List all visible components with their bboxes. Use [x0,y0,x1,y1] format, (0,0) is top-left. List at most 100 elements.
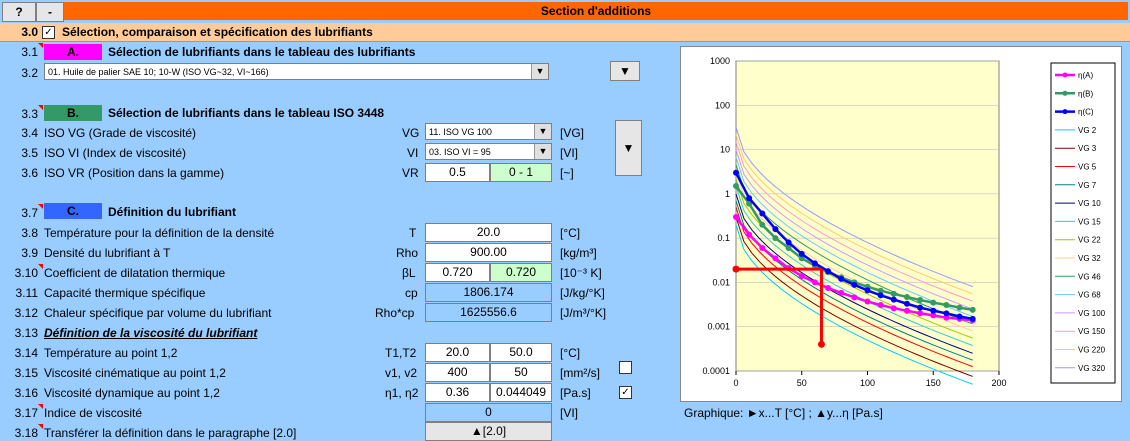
collapse-button[interactable]: - [36,2,64,22]
data-point [759,210,766,217]
dynamic-visc-1-input[interactable]: 0.36 [425,383,490,402]
iso-vg-unit: [VG] [560,126,585,140]
kinematic-visc-1-input[interactable]: 400 [425,363,490,382]
kinematic-visc-checkbox[interactable] [619,361,632,374]
data-point [877,287,884,294]
dynamic-visc-label: Viscosité dynamique au point 1,2 [44,386,220,400]
iso-vi-unit: [VI] [560,146,579,160]
data-point [811,260,818,267]
data-point [798,255,805,262]
dynamic-visc-checkbox[interactable]: ✓ [619,386,632,399]
y-tick-label: 0.1 [717,233,730,243]
legend-label: η(C) [1078,108,1094,117]
x-tick-label: 100 [860,378,875,388]
dynamic-visc-2-input[interactable]: 0.044049 [490,383,552,402]
iso-vg-select[interactable]: 11. ISO VG 100 ▼ [425,123,552,140]
dynamic-visc-unit: [Pa.s] [560,386,591,400]
data-point [930,307,937,314]
iso-vi-select[interactable]: 03. ISO VI = 95 ▼ [425,143,552,160]
series-line [735,134,973,295]
data-point [838,275,845,282]
lubricant-select-value: 01. Huile de palier SAE 10; 10-W (ISO VG… [48,67,269,77]
kinematic-visc-2-input[interactable]: 50 [490,363,552,382]
legend-label: VG 32 [1078,254,1101,263]
density-symbol: Rho [396,246,419,260]
data-point [943,314,950,321]
heat-capacity-value: 1806.174 [425,283,552,302]
top-bar: ? - Section d'additions [0,0,1130,22]
section-title-row: 3.0 ✓ Sélection, comparaison et spécific… [0,23,1130,42]
iso-vg-select-value: 11. ISO VG 100 [429,127,492,137]
legend-label: VG 3 [1078,144,1097,153]
iso-vg-symbol: VG [402,126,420,140]
data-point [785,244,792,251]
transfer-button[interactable]: ▲[2.0] [425,422,552,441]
legend-label: VG 22 [1078,236,1101,245]
data-point [943,310,950,317]
row-number: 3.17 [0,404,43,420]
iso-expand-button[interactable]: ▼ [615,120,642,176]
point-temp-unit: [°C] [560,346,581,360]
row-number: 3.13 [14,326,38,340]
data-point [943,301,950,308]
section-c-title: Définition du lubrifiant [108,205,236,219]
row-number: 3.5 [21,146,38,160]
iso-vr-symbol: VR [402,166,419,180]
legend-label: VG 320 [1078,364,1106,373]
volumetric-heat-symbol: Rho*cp [375,306,415,320]
data-point [759,221,766,228]
legend-label: VG 2 [1078,126,1097,135]
viscosity-index-label: Indice de viscosité [44,406,143,420]
row-number: 3.18 [0,424,43,440]
iso-vi-label: ISO VI (Index de viscosité) [44,146,187,160]
legend-marker [1062,72,1068,78]
data-point [851,281,858,288]
section-a-tag: A. [44,44,102,60]
chevron-down-icon: ▼ [534,124,551,139]
chart-panel: 1000 100 10 1 0.1 0.01 0.001 0.0001 0 50 100 150 200… [680,46,1122,402]
data-point [930,312,937,319]
point-temp-1-input[interactable]: 20.0 [425,343,490,362]
y-tick-label: 10 [720,145,730,155]
row-number: 3.11 [15,286,38,300]
row-number: 3.15 [14,366,38,380]
density-label: Densité du lubrifiant à T [44,246,171,260]
point-temp-2-input[interactable]: 50.0 [490,343,552,362]
row-number: 3.8 [21,226,38,240]
density-temp-unit: [°C] [560,226,581,240]
lubricant-expand-button[interactable]: ▼ [610,61,640,81]
section-b-title: Sélection de lubrifiants dans le tableau… [108,106,385,120]
transfer-label: Transférer la définition dans le paragra… [44,426,297,440]
help-button[interactable]: ? [2,2,36,22]
section-checkbox[interactable]: ✓ [42,26,55,39]
y-tick-label: 1 [725,189,730,199]
data-point [733,169,739,176]
kinematic-visc-label: Viscosité cinématique au point 1,2 [44,366,226,380]
marker-point [817,340,825,348]
density-input[interactable]: 900.00 [425,243,552,262]
y-tick-label: 100 [715,100,730,110]
series-line [735,224,973,385]
data-point [733,183,739,190]
row-number: 3.16 [14,386,38,400]
iso-vr-label: ISO VR (Position dans la gamme) [44,166,225,180]
data-point [772,226,779,233]
data-point [733,214,739,221]
row-number: 3.9 [21,246,38,260]
data-point [903,293,910,300]
data-point [825,284,832,291]
row-number: 3.4 [21,126,38,140]
data-point [811,279,818,286]
legend-marker [1062,90,1068,96]
triangle-down-icon: ▼ [619,64,631,78]
data-point [956,304,963,311]
kinematic-visc-unit: [mm²/s] [560,366,600,380]
density-temp-input[interactable]: 20.0 [425,223,552,242]
lubricant-select[interactable]: 01. Huile de palier SAE 10; 10-W (ISO VG… [44,63,549,80]
iso-vr-input[interactable]: 0.5 [425,163,490,182]
x-tick-label: 50 [797,378,807,388]
data-point [956,313,963,320]
heat-capacity-symbol: cp [405,286,418,300]
expansion-coef-input[interactable]: 0.720 [425,263,490,282]
